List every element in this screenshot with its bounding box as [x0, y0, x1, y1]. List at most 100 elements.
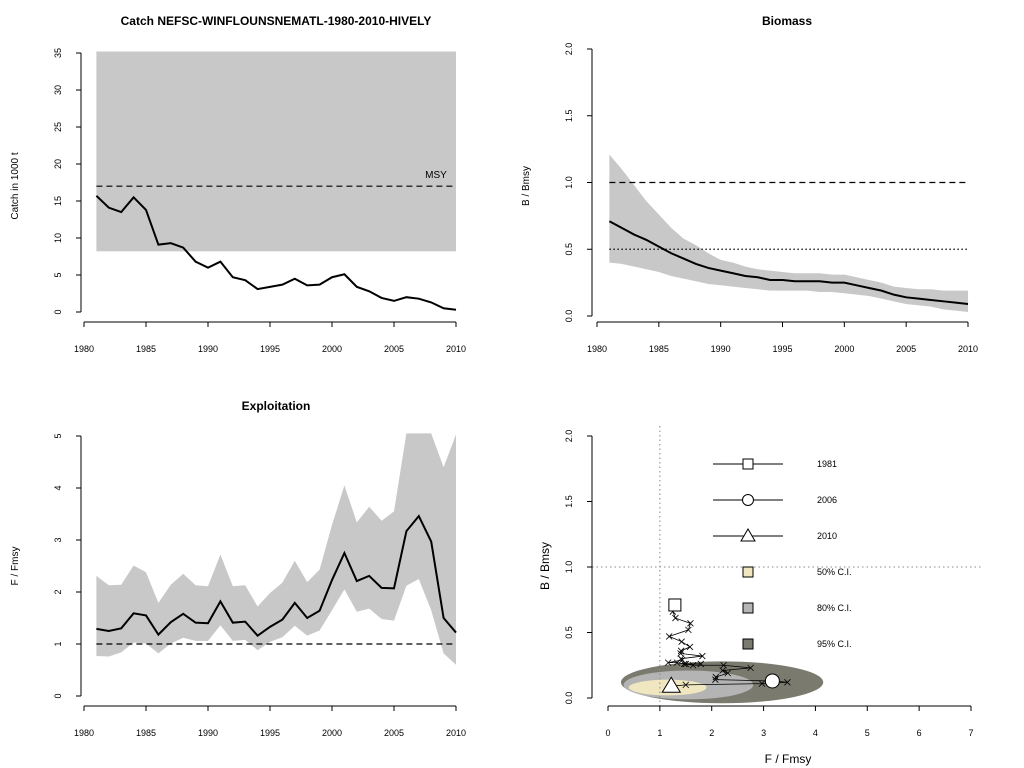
- x-tick-label: 3: [761, 728, 766, 738]
- y-tick-label: 2.0: [564, 430, 574, 443]
- msy-confidence-band: [96, 51, 457, 252]
- trajectory-point: [689, 661, 697, 669]
- trajectory-point: [677, 647, 685, 655]
- trajectory-point: [724, 669, 732, 677]
- trajectory-point: [680, 660, 688, 668]
- y-tick-label: 10: [53, 233, 63, 243]
- kobe-ylabel: B / Bmsy: [538, 542, 552, 590]
- y-tick-label: 0: [53, 309, 63, 314]
- x-tick-label: 2005: [384, 728, 404, 738]
- y-tick-label: 0.0: [564, 692, 574, 705]
- y-tick-label: 5: [53, 272, 63, 277]
- y-tick-label: 1.0: [564, 176, 574, 189]
- trajectory-point: [682, 660, 690, 668]
- trajectory-point: [720, 661, 727, 669]
- y-tick-label: 1.5: [564, 495, 574, 508]
- y-tick-label: 5: [53, 433, 63, 438]
- x-tick-label: 1995: [260, 728, 280, 738]
- legend-swatch: [742, 638, 754, 650]
- x-tick-label: 2000: [322, 728, 342, 738]
- x-tick-label: 6: [917, 728, 922, 738]
- x-tick-label: 1985: [649, 344, 669, 354]
- catch-title: Catch NEFSC-WINFLOUNSNEMATL-1980-2010-HI…: [121, 14, 432, 28]
- series-line: [608, 220, 969, 305]
- x-tick-label: 1990: [198, 344, 218, 354]
- trajectory-point: [758, 680, 766, 687]
- catch-panel: Catch NEFSC-WINFLOUNSNEMATL-1980-2010-HI…: [10, 14, 466, 354]
- biomass-title: Biomass: [762, 14, 812, 28]
- trajectory-point: [685, 626, 692, 634]
- trajectory-point: [719, 667, 726, 674]
- trajectory-point: [678, 638, 685, 645]
- x-tick-label: 2000: [322, 344, 342, 354]
- legend-label: 50% C.I.: [817, 567, 852, 577]
- legend-swatch: [742, 602, 754, 614]
- y-tick-label: 0: [53, 693, 63, 698]
- legend-label: 80% C.I.: [817, 603, 852, 613]
- x-tick-label: 1985: [136, 344, 156, 354]
- x-tick-label: 1995: [260, 344, 280, 354]
- y-tick-label: 30: [53, 85, 63, 95]
- x-tick-label: 1980: [74, 344, 94, 354]
- y-tick-label: 1: [53, 641, 63, 646]
- y-tick-label: 20: [53, 159, 63, 169]
- marker-2010: [661, 676, 682, 693]
- trajectory-point: [712, 673, 720, 681]
- y-tick-label: 35: [53, 48, 63, 58]
- legend-label: 1981: [817, 459, 837, 469]
- x-tick-label: 2005: [896, 344, 916, 354]
- x-tick-label: 1990: [198, 728, 218, 738]
- trajectory-line: [668, 604, 788, 687]
- legend-label: 2006: [817, 495, 837, 505]
- trajectory-point: [677, 650, 684, 657]
- x-tick-label: 1: [657, 728, 662, 738]
- y-tick-label: 3: [53, 537, 63, 542]
- biomass-ylabel: B / Bmsy: [521, 166, 532, 206]
- exploitation-panel: Exploitation F / Fmsy 0 1 2 3 4 5 1980 1985 1990…: [10, 399, 466, 738]
- y-tick-label: 0.0: [564, 310, 574, 323]
- trajectory-point: [699, 652, 706, 660]
- exploitation-ylabel: F / Fmsy: [10, 547, 21, 586]
- legend-circle: [742, 494, 754, 506]
- x-tick-label: 2000: [834, 344, 854, 354]
- trajectory-point: [712, 676, 719, 683]
- x-tick-label: 2010: [446, 344, 466, 354]
- trajectory-point: [673, 659, 681, 666]
- confidence-band: [96, 433, 457, 665]
- msy-label: MSY: [425, 170, 447, 181]
- legend-square: [742, 458, 754, 470]
- x-tick-label: 4: [813, 728, 818, 738]
- kobe-xlabel: F / Fmsy: [765, 752, 812, 766]
- x-tick-label: 2010: [446, 728, 466, 738]
- trajectory-point: [697, 660, 705, 668]
- x-tick-label: 1995: [772, 344, 792, 354]
- x-tick-label: 1985: [136, 728, 156, 738]
- legend-swatch: [742, 566, 754, 578]
- x-tick-label: 7: [968, 728, 973, 738]
- trajectory-point: [672, 614, 679, 622]
- series-line: [96, 514, 457, 638]
- trajectory-point: [686, 643, 694, 651]
- kobe-panel: B / Bmsy F / Fmsy 1981 2006 2010 50% C.I. 80…: [538, 426, 982, 766]
- trajectory-point: [665, 633, 673, 640]
- trajectory-point: [784, 678, 791, 686]
- y-tick-label: 1.5: [564, 109, 574, 122]
- trajectory-point: [687, 620, 694, 627]
- trajectory-point: [747, 664, 754, 672]
- catch-series-line: [95, 195, 457, 311]
- y-tick-label: 25: [53, 122, 63, 132]
- legend-label: 2010: [817, 531, 837, 541]
- trajectory-point: [664, 659, 672, 666]
- y-tick-label: 15: [53, 196, 63, 206]
- x-tick-label: 0: [605, 728, 610, 738]
- x-tick-label: 2005: [384, 344, 404, 354]
- y-tick-label: 2: [53, 589, 63, 594]
- x-tick-label: 2010: [958, 344, 978, 354]
- marker-1981: [668, 598, 682, 612]
- y-tick-label: 2.0: [564, 43, 574, 56]
- y-tick-label: 1.0: [564, 561, 574, 574]
- y-tick-label: 4: [53, 485, 63, 490]
- x-tick-label: 1990: [711, 344, 731, 354]
- biomass-panel: Biomass B / Bmsy 0.0 0.5 1.0 1.5 2.0 1980 1985…: [521, 14, 978, 354]
